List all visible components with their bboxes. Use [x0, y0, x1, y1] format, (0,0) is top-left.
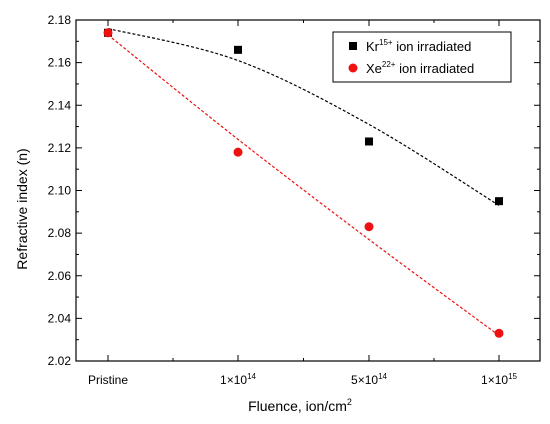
- y-tick-label: 2.18: [48, 13, 72, 27]
- legend-box: [332, 31, 512, 83]
- legend-label: Xe22+ ion irradiated: [366, 60, 474, 76]
- x-axis-title-base: Fluence, ion/cm: [248, 398, 347, 414]
- y-tick-label: 2.12: [48, 141, 72, 155]
- x-tick-label-exponent: 14: [247, 372, 256, 381]
- y-axis-ticks: 2.02 2.04 2.06 2.08 2.10 2.12 2.14 2.16 2.18: [48, 13, 540, 368]
- legend-label-text: ion irradiated: [393, 39, 472, 54]
- legend-label-text: ion irradiated: [395, 61, 474, 76]
- x-tick-label-base: 1×10: [220, 373, 247, 387]
- y-tick-label: 2.02: [48, 354, 72, 368]
- legend-marker-square: [349, 42, 357, 50]
- y-tick-label: 2.06: [48, 269, 72, 283]
- x-tick-label: 1×1015: [481, 372, 517, 387]
- legend-label-charge: 15+: [379, 38, 393, 47]
- x-tick-label-exponent: 14: [378, 372, 387, 381]
- legend-label-charge: 22+: [382, 60, 396, 69]
- y-tick-label: 2.16: [48, 56, 72, 70]
- y-tick-label: 2.04: [48, 311, 72, 325]
- fit-curve-series-1: [107, 27, 500, 206]
- point-series-2: [103, 28, 113, 38]
- x-axis-title: Fluence, ion/cm2: [248, 397, 352, 414]
- point-series-2: [233, 147, 243, 157]
- point-series-1: [365, 137, 373, 146]
- data-points: [103, 28, 504, 338]
- x-tick-label: Pristine: [88, 373, 128, 387]
- fit-curves: [107, 27, 500, 336]
- legend-label-element: Kr: [366, 39, 380, 54]
- x-tick-label-base: 1×10: [481, 373, 508, 387]
- x-axis-ticks: Pristine 1×1014 5×1014 1×1015: [88, 20, 518, 387]
- x-tick-label: 5×1014: [351, 372, 387, 387]
- x-tick-label-exponent: 15: [508, 372, 517, 381]
- legend-label-element: Xe: [366, 61, 382, 76]
- y-tick-label: 2.10: [48, 184, 72, 198]
- y-tick-label: 2.14: [48, 98, 72, 112]
- legend-marker-circle: [348, 63, 358, 73]
- x-axis-title-sup: 2: [347, 397, 352, 407]
- point-series-2: [364, 222, 374, 232]
- x-tick-label-base: Pristine: [88, 373, 128, 387]
- point-series-2: [494, 328, 504, 338]
- point-series-1: [495, 197, 503, 206]
- x-tick-label: 1×1014: [220, 372, 256, 387]
- point-series-1: [234, 45, 242, 54]
- y-axis-title: Refractive index (n): [14, 148, 30, 269]
- fit-curve-series-2: [107, 34, 500, 336]
- y-tick-label: 2.08: [48, 226, 72, 240]
- x-tick-label-base: 5×10: [351, 373, 378, 387]
- legend-label: Kr15+ ion irradiated: [366, 38, 471, 54]
